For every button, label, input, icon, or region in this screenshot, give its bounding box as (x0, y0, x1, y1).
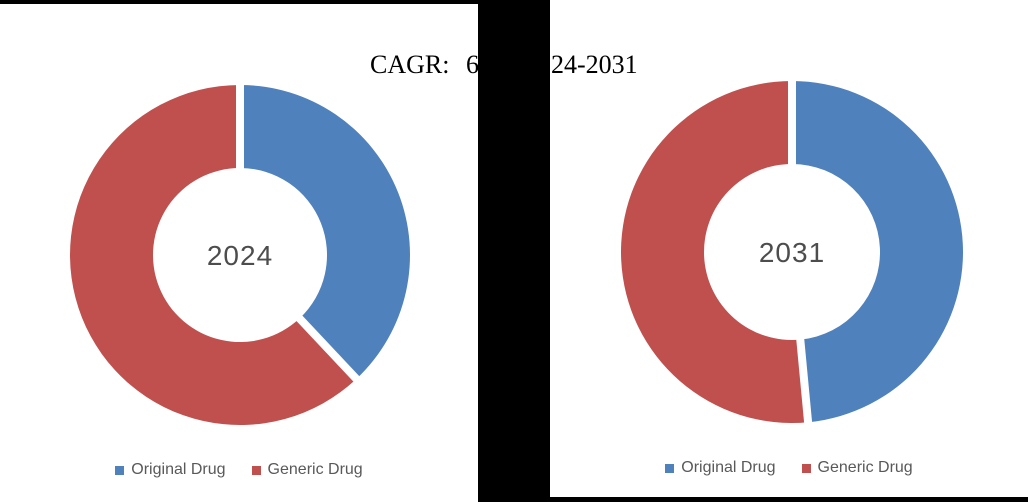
slice-separator (295, 314, 361, 384)
donut-center-year-2031: 2031 (758, 237, 826, 268)
slice-separator (796, 337, 813, 425)
legend-marker-original-drug (115, 465, 125, 475)
donut-chart-2024 (69, 83, 410, 425)
legend-item-generic-drug: Generic Drug (801, 459, 913, 477)
legend-item-original-drug: Original Drug (115, 461, 226, 479)
legend-label-generic-drug: Generic Drug (267, 461, 363, 478)
redaction-center-bar (478, 0, 550, 502)
legend-marker-generic-drug (801, 463, 811, 473)
slice-generic-drug (620, 81, 809, 423)
legend-item-original-drug: Original Drug (665, 459, 776, 477)
legend-label-original-drug: Original Drug (131, 461, 226, 478)
cagr-period-partial: 24-2031 (551, 50, 638, 79)
slice-generic-drug (69, 85, 357, 425)
redaction-top-strip (0, 0, 478, 4)
slice-original-drug (240, 85, 410, 379)
legend-label-original-drug: Original Drug (681, 459, 776, 476)
donut-center-year-2024: 2024 (206, 240, 274, 271)
legend-2024: Original Drug Generic Drug (0, 461, 478, 479)
legend-label-generic-drug: Generic Drug (817, 459, 913, 476)
slice-original-drug (792, 81, 963, 423)
legend-marker-original-drug (665, 463, 675, 473)
legend-item-generic-drug: Generic Drug (251, 461, 363, 479)
cagr-label: CAGR: (370, 50, 450, 79)
legend-marker-generic-drug (251, 465, 261, 475)
donut-chart-2031 (620, 79, 963, 425)
redaction-bottom-strip (550, 497, 1028, 502)
legend-2031: Original Drug Generic Drug (550, 459, 1028, 477)
